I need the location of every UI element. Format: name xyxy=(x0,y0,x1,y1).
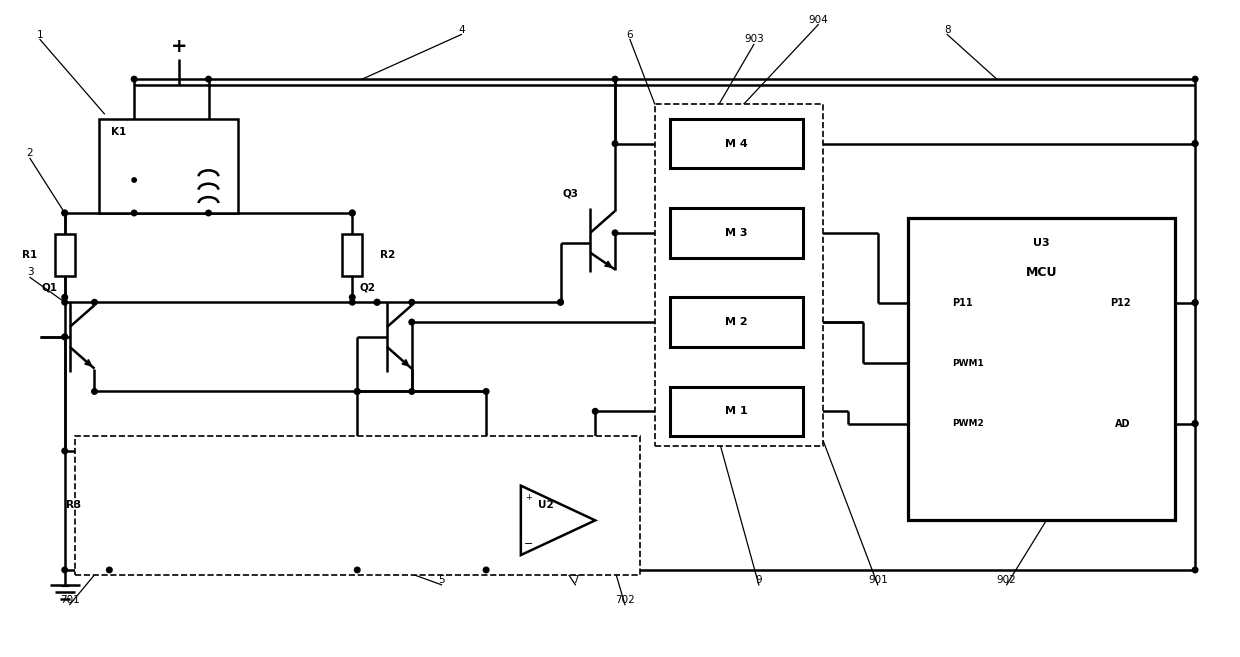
Circle shape xyxy=(62,334,67,340)
Circle shape xyxy=(613,141,618,147)
Circle shape xyxy=(62,567,67,573)
Circle shape xyxy=(1193,141,1198,147)
Circle shape xyxy=(350,300,355,305)
Bar xyxy=(99,478,119,533)
Text: +: + xyxy=(526,493,532,501)
Circle shape xyxy=(131,178,136,182)
Text: Q1: Q1 xyxy=(42,283,58,292)
Circle shape xyxy=(409,319,414,325)
Text: 5: 5 xyxy=(438,575,445,585)
Bar xyxy=(670,208,804,258)
Text: 3: 3 xyxy=(27,267,33,277)
Circle shape xyxy=(558,300,563,305)
Text: 9: 9 xyxy=(755,575,763,585)
Text: Q3: Q3 xyxy=(563,188,578,198)
Bar xyxy=(670,386,804,436)
Circle shape xyxy=(409,389,414,394)
Text: M 2: M 2 xyxy=(725,317,748,327)
Text: 8: 8 xyxy=(944,24,951,35)
Circle shape xyxy=(62,300,67,305)
Text: U2: U2 xyxy=(538,501,553,510)
Circle shape xyxy=(1193,141,1198,147)
Circle shape xyxy=(355,567,360,573)
Bar xyxy=(655,104,823,446)
Text: −: − xyxy=(60,581,69,595)
Circle shape xyxy=(206,76,211,82)
Text: 904: 904 xyxy=(808,14,828,24)
Circle shape xyxy=(1193,421,1198,426)
Text: AD: AD xyxy=(1115,419,1131,428)
Circle shape xyxy=(92,300,97,305)
Text: PWM1: PWM1 xyxy=(952,359,983,368)
Circle shape xyxy=(131,76,136,82)
Text: P12: P12 xyxy=(1110,298,1131,307)
Circle shape xyxy=(62,334,67,340)
Text: P11: P11 xyxy=(952,298,973,307)
Text: R2: R2 xyxy=(379,250,396,260)
Circle shape xyxy=(484,567,489,573)
Text: R1: R1 xyxy=(22,250,37,260)
Text: 2: 2 xyxy=(27,148,33,158)
Text: K1: K1 xyxy=(112,127,126,137)
Text: 701: 701 xyxy=(60,595,79,604)
Text: PWM2: PWM2 xyxy=(952,419,983,428)
Bar xyxy=(670,297,804,347)
Text: M 1: M 1 xyxy=(725,406,748,417)
Circle shape xyxy=(92,389,97,394)
Circle shape xyxy=(1193,76,1198,82)
Circle shape xyxy=(206,210,211,215)
Circle shape xyxy=(62,210,67,215)
Text: 903: 903 xyxy=(744,34,764,45)
Bar xyxy=(670,119,804,168)
Circle shape xyxy=(350,294,355,300)
Circle shape xyxy=(374,300,379,305)
Circle shape xyxy=(1193,567,1198,573)
Circle shape xyxy=(613,76,618,82)
Bar xyxy=(342,234,362,276)
Bar xyxy=(99,119,238,213)
Text: U3: U3 xyxy=(1033,238,1050,248)
Text: 1: 1 xyxy=(37,30,43,39)
Circle shape xyxy=(350,210,355,215)
Text: 902: 902 xyxy=(997,575,1017,585)
Circle shape xyxy=(484,389,489,394)
Circle shape xyxy=(613,230,618,236)
Text: 7: 7 xyxy=(572,575,579,585)
Circle shape xyxy=(1193,300,1198,306)
Circle shape xyxy=(350,210,355,215)
Text: −: − xyxy=(525,539,533,549)
Circle shape xyxy=(107,567,112,573)
Bar xyxy=(55,234,74,276)
Circle shape xyxy=(355,389,360,394)
Circle shape xyxy=(409,300,414,305)
Circle shape xyxy=(593,409,598,414)
Circle shape xyxy=(131,210,136,215)
Circle shape xyxy=(374,300,379,305)
Text: Q2: Q2 xyxy=(360,283,376,292)
Text: R3: R3 xyxy=(67,501,82,510)
Bar xyxy=(908,218,1176,520)
Circle shape xyxy=(62,448,67,454)
Text: M 4: M 4 xyxy=(725,139,748,148)
Circle shape xyxy=(62,210,67,215)
Text: MCU: MCU xyxy=(1025,266,1058,279)
Text: 901: 901 xyxy=(868,575,888,585)
Circle shape xyxy=(558,300,563,305)
Text: M 3: M 3 xyxy=(725,228,748,238)
Text: 6: 6 xyxy=(626,30,634,39)
Circle shape xyxy=(62,294,67,300)
Circle shape xyxy=(355,389,360,394)
Text: +: + xyxy=(171,37,187,56)
Text: 4: 4 xyxy=(458,24,465,35)
Text: 702: 702 xyxy=(615,595,635,604)
Circle shape xyxy=(1193,300,1198,306)
Bar xyxy=(74,436,640,575)
Circle shape xyxy=(1193,421,1198,426)
